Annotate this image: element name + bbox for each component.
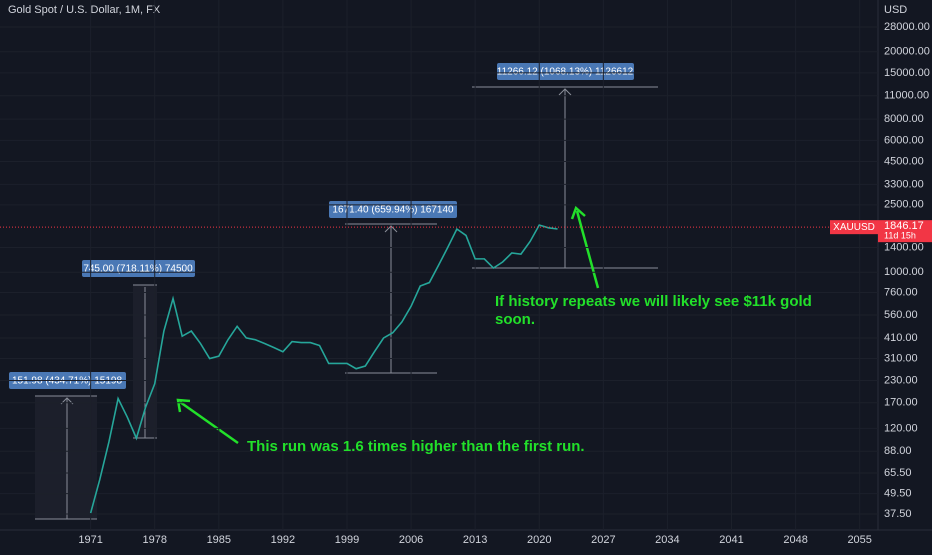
price-line xyxy=(89,224,558,514)
chart-title: Gold Spot / U.S. Dollar, 1M, FX xyxy=(8,4,161,16)
y-tick-label: 65.50 xyxy=(884,467,912,479)
price-tag xyxy=(878,220,932,243)
x-tick-label: 2055 xyxy=(847,534,871,546)
x-tick-label: 2027 xyxy=(591,534,615,546)
x-tick-label: 2041 xyxy=(719,534,743,546)
x-tick-label: 1971 xyxy=(78,534,102,546)
y-tick-label: 230.00 xyxy=(884,374,918,386)
x-tick-label: 1999 xyxy=(335,534,359,546)
measure-1: 151.98 (434.71%) 15198 xyxy=(9,372,126,520)
y-tick-label: 11000.00 xyxy=(884,90,929,102)
price-label: 1846.17 xyxy=(884,220,924,232)
y-tick-label: 88.00 xyxy=(884,445,912,457)
y-tick-label: 170.00 xyxy=(884,397,918,409)
y-tick-label: 760.00 xyxy=(884,286,918,298)
y-tick-label: 6000.00 xyxy=(884,134,924,146)
y-tick-label: 20000.00 xyxy=(884,46,930,58)
y-unit: USD xyxy=(884,4,907,16)
y-tick-label: 8000.00 xyxy=(884,113,924,125)
x-tick-label: 2034 xyxy=(655,534,679,546)
annotation: If history repeats we will likely see $1… xyxy=(495,293,812,328)
x-tick-label: 1992 xyxy=(271,534,295,546)
y-tick-label: 4500.00 xyxy=(884,155,924,167)
y-tick-label: 120.00 xyxy=(884,422,918,434)
y-tick-label: 1400.00 xyxy=(884,241,924,253)
y-tick-label: 37.50 xyxy=(884,508,912,520)
y-tick-label: 410.00 xyxy=(884,332,918,344)
y-tick-label: 1000.00 xyxy=(884,266,924,278)
y-tick-label: 28000.00 xyxy=(884,21,930,33)
arrows xyxy=(176,205,600,445)
measure-label: 1671.40 (659.94%) 167140 xyxy=(332,205,454,216)
x-tick-label: 1985 xyxy=(207,534,231,546)
x-tick-label: 2006 xyxy=(399,534,423,546)
x-tick-label: 2013 xyxy=(463,534,487,546)
y-tick-label: 310.00 xyxy=(884,352,918,364)
x-tick-label: 1978 xyxy=(142,534,166,546)
symbol-label: XAUUSD xyxy=(833,222,875,233)
symbol-tag xyxy=(830,220,878,235)
y-tick-label: 560.00 xyxy=(884,309,918,321)
y-tick-label: 2500.00 xyxy=(884,199,924,211)
measure-4: 11266.12 (1068.13%) 1126612 xyxy=(472,63,658,269)
x-tick-label: 2020 xyxy=(527,534,551,546)
measure-label: 745.00 (718.11%) 74500 xyxy=(83,264,193,275)
measure-label: 151.98 (434.71%) 15198 xyxy=(12,376,123,387)
y-tick-label: 15000.00 xyxy=(884,67,930,79)
countdown-label: 11d 15h xyxy=(884,231,916,241)
annotation: This run was 1.6 times higher than the f… xyxy=(247,438,585,455)
x-tick-label: 2048 xyxy=(783,534,807,546)
y-tick-label: 49.50 xyxy=(884,488,912,500)
measure-label: 11266.12 (1068.13%) 1126612 xyxy=(497,67,634,78)
y-tick-label: 3300.00 xyxy=(884,178,924,190)
